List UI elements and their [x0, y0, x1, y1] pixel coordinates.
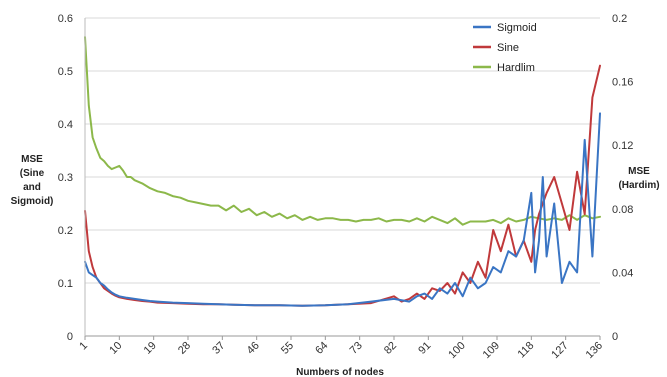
legend-label-hardlim: Hardlim — [497, 62, 535, 74]
x-tick-label: 55 — [279, 340, 296, 357]
series-line-hardlim — [84, 36, 601, 226]
y-right-tick-label: 0.08 — [612, 204, 633, 216]
x-tick-label: 10 — [107, 340, 124, 357]
svg-text:MSE: MSE — [21, 154, 43, 165]
x-axis-ticks: 1 10 19 28 37 46 55 64 73 82 91 100 109 118 127 136 — [77, 336, 605, 361]
svg-text:(Sine: (Sine — [20, 168, 45, 179]
y-left-tick-label: 0.3 — [58, 172, 73, 184]
x-tick-label: 73 — [348, 340, 365, 357]
x-tick-label: 82 — [382, 340, 399, 357]
x-tick-label: 46 — [245, 340, 262, 357]
legend-item-hardlim: Hardlim — [473, 62, 535, 74]
y-left-tick-label: 0.4 — [58, 119, 73, 131]
x-tick-label: 37 — [210, 340, 227, 357]
y-left-tick-label: 0.5 — [58, 66, 73, 78]
x-tick-label: 127 — [549, 340, 570, 361]
y-left-tick-label: 0.2 — [58, 225, 73, 237]
svg-text:and: and — [23, 182, 41, 193]
y-left-axis-title: MSE (Sine and Sigmoid) — [11, 154, 54, 207]
series-line-sigmoid — [84, 112, 601, 307]
svg-text:Sigmoid): Sigmoid) — [11, 196, 54, 207]
x-tick-label: 118 — [516, 340, 537, 361]
series-lines — [84, 36, 601, 307]
svg-text:(Hardim): (Hardim) — [618, 180, 659, 191]
y-left-tick-label: 0 — [67, 331, 73, 343]
svg-text:MSE: MSE — [628, 166, 650, 177]
x-tick-label: 1 — [77, 340, 90, 353]
series-line-sine — [84, 64, 601, 307]
x-tick-label: 100 — [446, 340, 467, 361]
x-tick-label: 109 — [481, 340, 502, 361]
x-tick-label: 28 — [176, 340, 193, 357]
legend-item-sigmoid: Sigmoid — [473, 22, 537, 34]
x-tick-label: 19 — [142, 340, 159, 357]
y-right-axis-title: MSE (Hardim) — [618, 166, 659, 191]
x-tick-label: 136 — [584, 340, 605, 361]
y-left-tick-label: 0.1 — [58, 278, 73, 290]
x-axis-title: Numbers of nodes — [296, 367, 384, 377]
x-tick-label: 91 — [416, 340, 433, 357]
y-left-tick-label: 0.6 — [58, 13, 73, 25]
x-tick-label: 64 — [313, 340, 330, 357]
legend-label-sine: Sine — [497, 42, 519, 54]
gridlines — [85, 17, 600, 284]
y-right-tick-label: 0 — [612, 331, 618, 343]
y-right-tick-label: 0.16 — [612, 77, 633, 89]
legend: Sigmoid Sine Hardlim — [473, 22, 537, 74]
y-right-axis-ticks: 0 0.04 0.08 0.12 0.16 0.2 — [612, 13, 633, 343]
y-right-tick-label: 0.12 — [612, 140, 633, 152]
y-right-tick-label: 0.2 — [612, 13, 627, 25]
y-right-tick-label: 0.04 — [612, 267, 633, 279]
legend-item-sine: Sine — [473, 42, 519, 54]
y-left-axis-ticks: 0 0.1 0.2 0.3 0.4 0.5 0.6 — [58, 13, 73, 343]
legend-label-sigmoid: Sigmoid — [497, 22, 537, 34]
